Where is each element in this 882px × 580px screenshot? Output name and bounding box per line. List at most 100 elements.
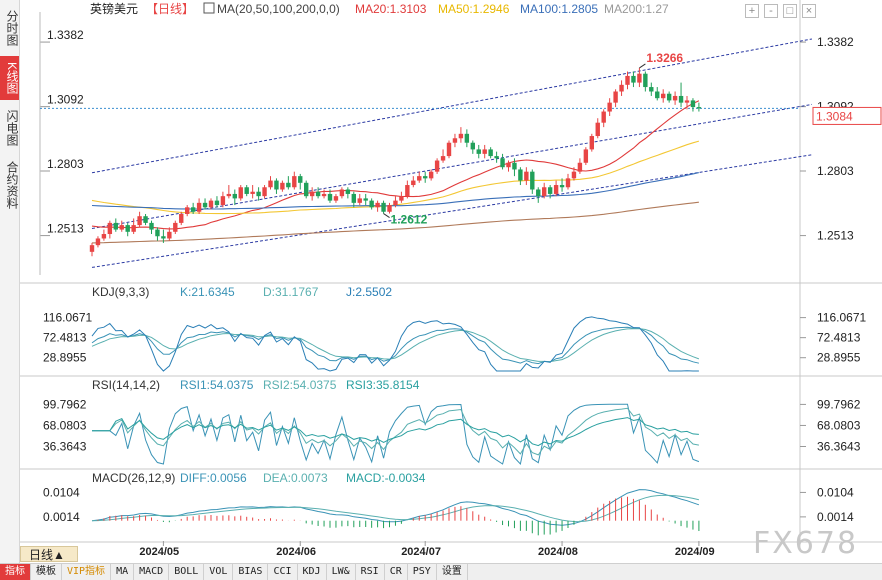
candle-body <box>637 73 642 83</box>
zoom-in-button[interactable]: + <box>745 4 759 18</box>
indicator-tab-2[interactable]: VIP指标 <box>62 564 112 580</box>
macd-line <box>91 494 700 523</box>
candle-body <box>643 73 648 88</box>
rsi-y-tick-left: 36.3643 <box>43 440 87 454</box>
candle-body <box>89 245 95 252</box>
candle-body <box>220 196 226 206</box>
indicator-tab-6[interactable]: VOL <box>204 564 234 580</box>
candle-body <box>95 238 101 246</box>
candle-body <box>613 91 618 103</box>
trend-channel-line <box>91 38 813 174</box>
macd-legend-item: DIFF:0.0056 <box>180 471 247 485</box>
candle-body <box>339 189 345 197</box>
candle-body <box>238 187 243 199</box>
kdj-y-tick-left: 72.4813 <box>43 331 87 345</box>
side-tab-kline[interactable]: K线图 <box>0 56 19 100</box>
candle-body <box>672 95 678 101</box>
indicator-tab-14[interactable]: 设置 <box>437 564 468 580</box>
candle-body <box>458 133 464 139</box>
indicator-tab-12[interactable]: CR <box>385 564 408 580</box>
candle-body <box>256 191 261 197</box>
rsi-legend-item: RSI3:35.8154 <box>346 378 420 392</box>
candle-body <box>577 162 583 172</box>
main-chart-period: 【日线】 <box>146 2 194 16</box>
extreme-label: 1.2612 <box>391 213 428 227</box>
extreme-marker <box>639 63 646 69</box>
restore-button[interactable]: □ <box>783 4 797 18</box>
main-legend-item: MA(20,50,100,200,0,0) <box>217 2 340 16</box>
candle-body <box>137 216 142 226</box>
indicator-tab-5[interactable]: BOLL <box>169 564 205 580</box>
indicator-tab-11[interactable]: RSI <box>356 564 385 580</box>
moving-average-line <box>91 100 700 230</box>
side-tab-flash[interactable]: 闪电图 <box>5 110 19 146</box>
close-button[interactable]: × <box>802 4 816 18</box>
x-tick-label: 2024/07 <box>401 546 441 558</box>
candle-body <box>309 191 315 197</box>
candle-body <box>500 158 505 168</box>
candle-body <box>131 225 136 232</box>
candle-body <box>559 185 565 188</box>
candle-body <box>125 225 130 232</box>
candle-body <box>345 189 351 194</box>
candle-body <box>619 84 624 92</box>
rsi-y-tick-right: 99.7962 <box>817 397 861 411</box>
candle-body <box>661 93 666 99</box>
side-tab-timeshare[interactable]: 分时图 <box>5 10 19 46</box>
candle-body <box>506 162 511 168</box>
y-tick-left: 1.2803 <box>47 157 84 171</box>
indicator-tab-3[interactable]: MA <box>111 564 135 580</box>
kdj-y-tick-left: 28.8955 <box>43 351 87 365</box>
kdj-line <box>91 326 700 365</box>
indicator-tab-9[interactable]: KDJ <box>298 564 327 580</box>
y-tick-left: 1.3382 <box>47 28 84 42</box>
candle-body <box>327 193 333 201</box>
candle-body <box>315 191 321 197</box>
indicator-tab-13[interactable]: PSY <box>408 564 437 580</box>
candle-body <box>185 207 190 214</box>
indicator-tab-0[interactable]: 指标 <box>0 564 31 580</box>
kdj-y-tick-left: 116.0671 <box>43 311 92 325</box>
candle-body <box>375 202 380 208</box>
trend-channel-line <box>91 154 813 268</box>
candle-body <box>387 205 392 212</box>
candle-body <box>411 180 416 186</box>
indicator-tab-8[interactable]: CCI <box>268 564 298 580</box>
extreme-label: 1.3266 <box>646 51 683 65</box>
macd-legend-item: MACD:-0.0034 <box>346 471 426 485</box>
kdj-y-tick-right: 28.8955 <box>817 351 861 365</box>
candle-body <box>655 91 660 99</box>
candle-body <box>190 207 196 212</box>
candle-body <box>357 198 362 203</box>
trend-channel-line <box>91 103 813 229</box>
candle-body <box>369 200 374 208</box>
candle-body <box>488 149 493 157</box>
indicator-tab-1[interactable]: 模板 <box>31 564 62 580</box>
x-tick-label: 2024/06 <box>276 546 316 558</box>
zoom-out-button[interactable]: - <box>764 4 778 18</box>
candle-body <box>173 222 178 232</box>
period-selector[interactable]: 日线▲ <box>20 546 78 562</box>
indicator-tab-4[interactable]: MACD <box>134 564 170 580</box>
kdj-line <box>91 328 700 363</box>
rsi-legend-item: RSI2:54.0375 <box>263 378 337 392</box>
side-tab-contract-info[interactable]: 合约资料 <box>5 161 19 209</box>
indicator-tab-7[interactable]: BIAS <box>233 564 269 580</box>
macd-legend-item: DEA:0.0073 <box>263 471 328 485</box>
indicator-tab-10[interactable]: LW& <box>327 564 356 580</box>
candle-body <box>304 182 309 197</box>
candle-body <box>518 169 523 181</box>
candle-body <box>405 185 410 197</box>
rsi-y-tick-right: 36.3643 <box>817 440 861 454</box>
candle-body <box>423 176 428 179</box>
candle-body <box>214 200 220 206</box>
candle-body <box>649 87 654 92</box>
kdj-legend-item: KDJ(9,3,3) <box>92 285 149 299</box>
candle-body <box>226 193 232 197</box>
candle-body <box>167 231 172 239</box>
extreme-marker <box>383 213 390 218</box>
rsi-y-tick-right: 68.0803 <box>817 418 861 432</box>
candle-body <box>149 222 154 230</box>
x-tick-label: 2024/08 <box>538 546 578 558</box>
current-price-value: 1.3084 <box>816 109 853 123</box>
